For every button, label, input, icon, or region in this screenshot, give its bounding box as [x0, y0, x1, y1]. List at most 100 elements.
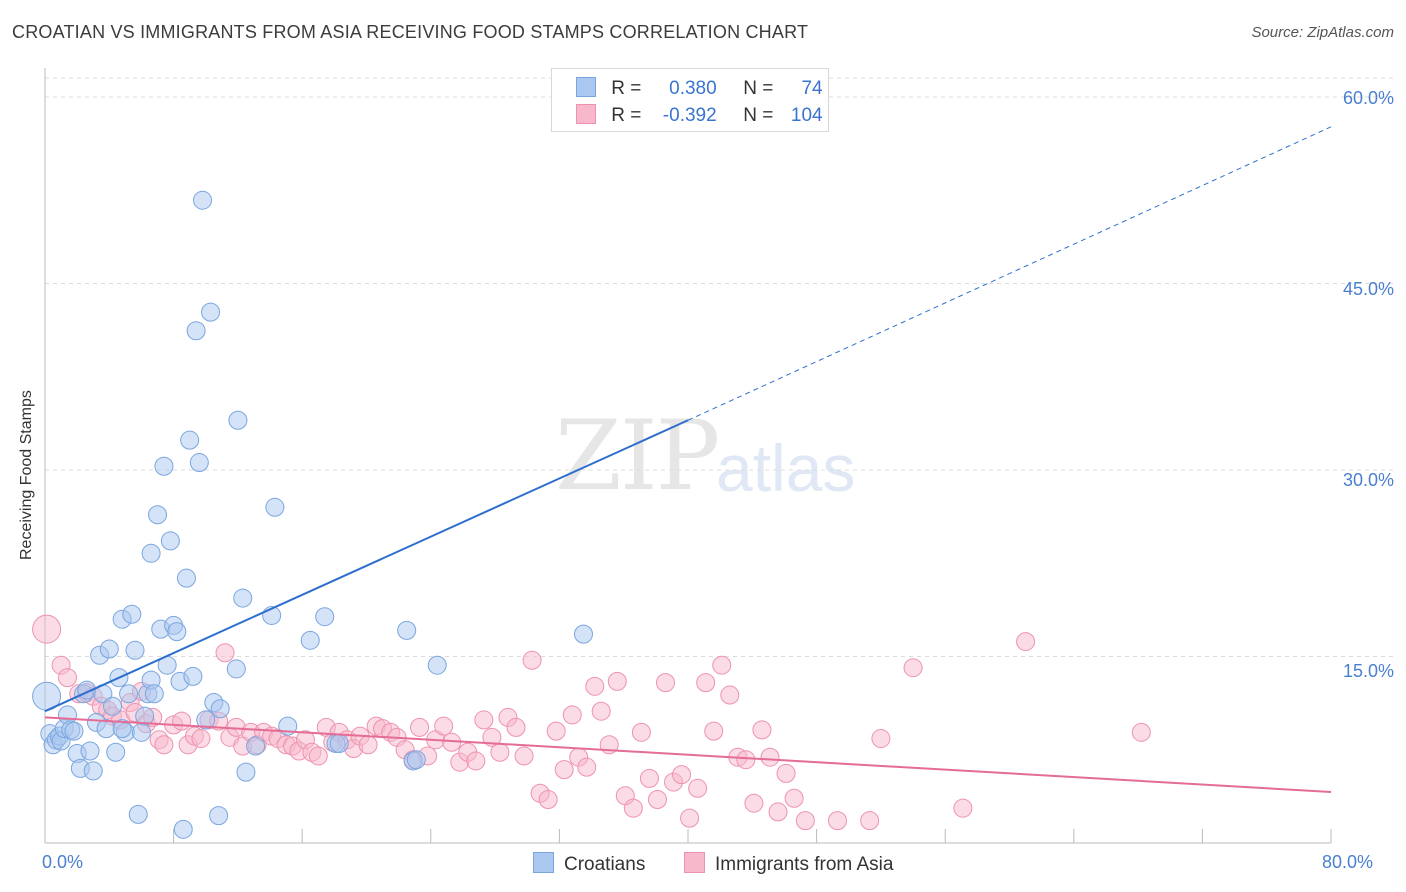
croatians-point: [315, 607, 335, 627]
immigrants-point: [514, 746, 534, 766]
immigrants-point: [672, 765, 692, 785]
croatians-point: [148, 505, 168, 525]
grid-lines: [45, 77, 1394, 657]
y-tick-60: 60.0%: [1342, 88, 1394, 108]
immigrants-point: [32, 614, 62, 644]
legend-swatch-pink: [576, 104, 596, 124]
legend-r-value: -0.392: [662, 105, 717, 126]
croatians-point: [180, 430, 200, 450]
immigrants-point: [562, 705, 582, 725]
croatians-point: [141, 543, 161, 563]
immigrants-point: [760, 747, 780, 767]
legend-n-value: 74: [801, 78, 823, 99]
series-croatians-points: [32, 190, 594, 839]
croatians-point: [397, 620, 417, 640]
croatians-point: [125, 640, 145, 660]
y-tick-15: 15.0%: [1342, 661, 1394, 681]
immigrants-point: [410, 717, 430, 737]
immigrants-point: [554, 760, 574, 780]
immigrants-point: [736, 750, 756, 770]
immigrants-point: [522, 650, 542, 670]
immigrants-point: [768, 802, 788, 822]
croatians-point: [99, 639, 119, 659]
croatians-point: [154, 456, 174, 476]
immigrants-point: [776, 763, 796, 783]
immigrants-point: [154, 735, 174, 755]
legend-n-value: 104: [790, 105, 823, 126]
immigrants-point: [585, 676, 605, 696]
immigrants-point: [1131, 722, 1151, 742]
croatians-point: [265, 497, 285, 517]
legend-row-immigrants: R = -0.392 N = 104: [576, 104, 823, 126]
y-axis-label: Receiving Food Stamps: [18, 390, 35, 560]
croatians-point: [122, 604, 142, 624]
immigrants-point: [903, 658, 923, 678]
immigrants-point: [712, 655, 732, 675]
immigrants-point: [860, 811, 880, 831]
croatians-point: [173, 819, 193, 839]
immigrants-point: [490, 742, 510, 762]
immigrants-point: [482, 727, 502, 747]
bottom-legend-croatians: Croatians: [533, 852, 645, 876]
croatians-point: [236, 762, 256, 782]
croatians-point: [106, 742, 126, 762]
immigrants-trend-line: [44, 716, 1332, 794]
immigrants-point: [631, 722, 651, 742]
immigrants-point: [647, 789, 667, 809]
immigrants-point: [58, 668, 78, 688]
x-tick-80: 80.0%: [1322, 852, 1374, 872]
croatians-point: [427, 655, 447, 675]
croatians-point: [300, 630, 320, 650]
legend-r-label: R =: [611, 78, 642, 99]
legend-r-value: 0.380: [669, 78, 717, 99]
y-tick-45: 45.0%: [1342, 279, 1394, 299]
croatians-point: [189, 453, 209, 473]
croatians-point: [574, 624, 594, 644]
immigrants-point: [172, 711, 192, 731]
immigrants-point: [795, 811, 815, 831]
immigrants-point: [720, 685, 740, 705]
immigrants-point: [538, 789, 558, 809]
immigrants-point: [784, 788, 804, 808]
croatians-point: [201, 302, 221, 322]
legend-r-label: R =: [611, 105, 642, 126]
immigrants-point: [655, 673, 675, 693]
bottom-legend-label: Croatians: [564, 854, 646, 875]
croatians-point: [193, 190, 213, 210]
croatians-point: [406, 750, 426, 770]
immigrants-point: [434, 716, 454, 736]
immigrants-point: [191, 729, 211, 749]
croatians-point: [160, 531, 180, 551]
immigrants-point: [215, 643, 235, 663]
immigrants-point: [358, 735, 378, 755]
croatians-point: [196, 710, 216, 730]
axes: [44, 68, 1332, 844]
croatians-point: [112, 719, 132, 739]
chart-source: Source: ZipAtlas.com: [1251, 24, 1394, 41]
correlation-legend: R = 0.380 N = 74 R = -0.392 N = 104: [551, 68, 829, 132]
immigrants-point: [827, 811, 847, 831]
immigrants-point: [871, 729, 891, 749]
immigrants-point: [623, 798, 643, 818]
immigrants-point: [506, 717, 526, 737]
y-tick-30: 30.0%: [1342, 470, 1394, 490]
croatians-point: [135, 706, 155, 726]
trend-lines: [44, 126, 1332, 794]
immigrants-point: [696, 673, 716, 693]
bottom-swatch-pink: [684, 852, 705, 873]
immigrants-point: [308, 746, 328, 766]
immigrants-point: [688, 778, 708, 798]
croatians-point: [144, 684, 164, 704]
croatians-point: [80, 741, 100, 761]
croatians-point: [103, 696, 123, 716]
watermark-atlas: atlas: [716, 431, 856, 505]
immigrants-point: [577, 757, 597, 777]
legend-swatch-blue: [576, 77, 596, 97]
croatians-point: [209, 806, 229, 826]
immigrants-point: [546, 721, 566, 741]
immigrants-point: [466, 751, 486, 771]
legend-row-croatians: R = 0.380 N = 74: [576, 77, 823, 99]
croatians-point: [131, 722, 151, 742]
immigrants-point: [704, 721, 724, 741]
